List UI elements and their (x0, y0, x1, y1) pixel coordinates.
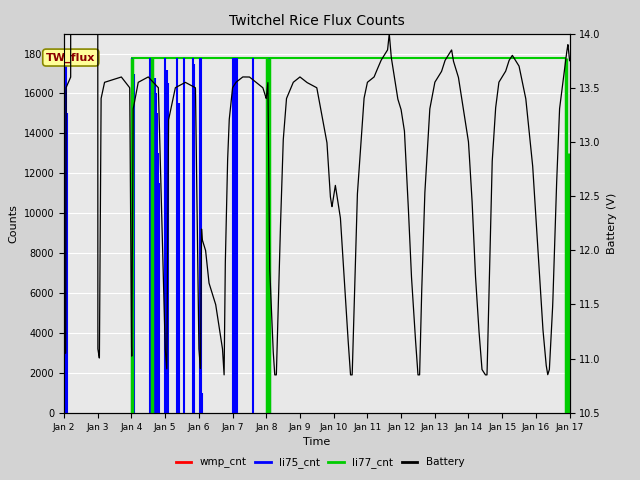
X-axis label: Time: Time (303, 437, 330, 447)
Title: Twitchel Rice Flux Counts: Twitchel Rice Flux Counts (229, 14, 404, 28)
Y-axis label: Battery (V): Battery (V) (607, 192, 616, 254)
Y-axis label: Counts: Counts (8, 204, 18, 242)
Text: TW_flux: TW_flux (46, 52, 95, 63)
Legend: wmp_cnt, li75_cnt, li77_cnt, Battery: wmp_cnt, li75_cnt, li77_cnt, Battery (172, 453, 468, 472)
